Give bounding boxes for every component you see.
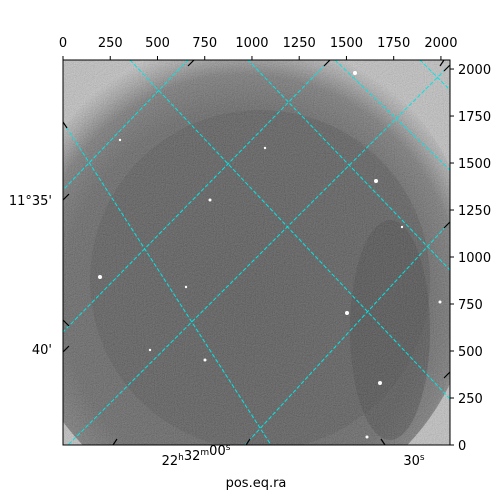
right-tick-label: 1750 [458,110,491,125]
grid-line-5 [63,60,189,191]
right-tick-label: 1500 [458,157,491,172]
grid-line-2 [247,60,450,271]
tick-labels: 0 250 500 750 1000 1250 1500 1750 2000 0 250 500 750… [9,36,491,469]
dec-tick-label: 40' [32,343,52,358]
plot-frame [62,59,451,446]
wcs-tick-10 [112,438,118,446]
frame-rect [62,59,451,446]
wcs-tick-1 [323,59,331,67]
wcs-tick-9 [443,371,451,379]
top-tick-label: 2000 [424,36,457,51]
wcs-tick-0 [187,59,195,67]
grid-line-3 [334,60,450,171]
coordinate-grid [63,60,450,445]
right-tick-label: 1000 [458,251,491,266]
tick-marks [62,56,454,446]
top-tick-label: 1750 [377,36,410,51]
wcs-tick-3 [62,121,68,129]
wcs-tick-8 [443,221,451,229]
wcs-tick-5 [62,193,70,201]
grid-line-7 [67,64,450,445]
sky-image [63,60,450,445]
wcs-tick-11 [245,438,251,446]
dec-tick-label: 11°35' [9,194,52,209]
right-tick-label: 2000 [458,63,491,78]
top-tick-label: 1500 [330,36,363,51]
top-tick-label: 1250 [283,36,316,51]
grid-line-6 [63,60,331,333]
top-tick-label: 0 [59,36,67,51]
right-tick-label: 0 [458,439,466,454]
wcs-tick-7 [443,64,451,72]
wcs-tick-4 [62,319,70,327]
right-tick-label: 250 [458,392,483,407]
top-tick-label: 750 [192,36,217,51]
grid-line-0 [63,121,272,445]
top-tick-label: 250 [98,36,123,51]
grid-line-4 [419,60,450,91]
wcs-tick-6 [62,345,70,353]
top-tick-label: 1000 [235,36,268,51]
right-tick-label: 500 [458,345,483,360]
wcs-tick-12 [380,438,386,446]
wcs-tick-2 [439,59,445,67]
stars [98,71,442,439]
top-tick-label: 500 [145,36,170,51]
right-tick-label: 750 [458,298,483,313]
right-tick-label: 1250 [458,204,491,219]
ra-tick-label: 30s [403,453,425,469]
grid-line-8 [244,221,450,445]
ra-tick-label: 22h32m00s [162,443,231,469]
x-axis-title: pos.eq.ra [226,476,287,491]
